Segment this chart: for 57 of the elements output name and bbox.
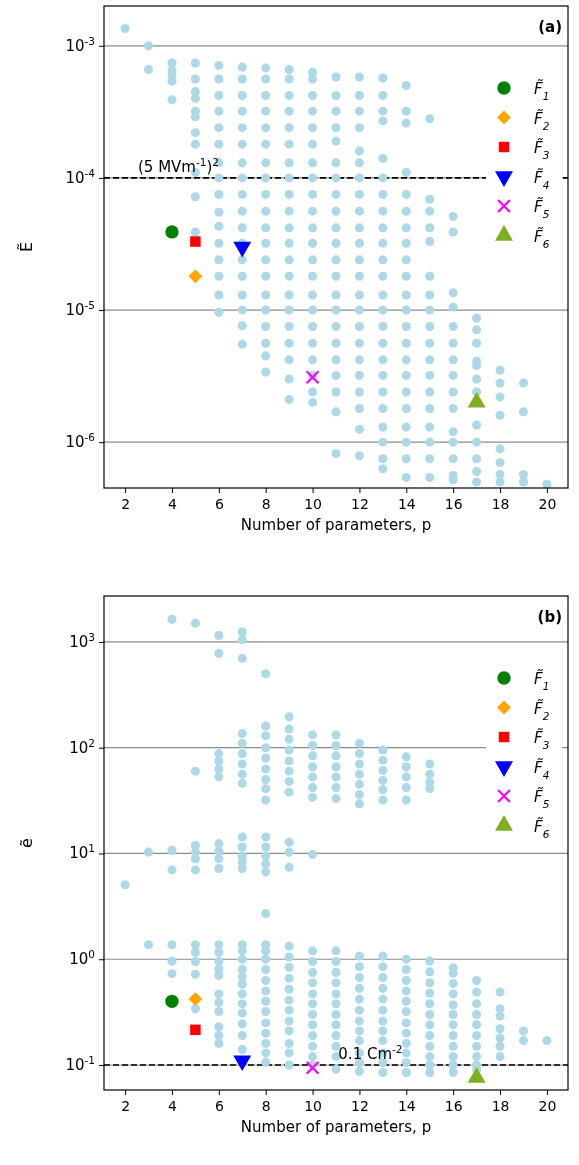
legend-label: F̃$_{3}$ — [534, 138, 550, 161]
legend-label: F̃$_{5}$ — [534, 197, 550, 220]
x-tick-label: 8 — [261, 495, 271, 512]
legend-label: F̃$_{6}$ — [534, 816, 550, 840]
point — [165, 994, 179, 1008]
legend-label: F̃$_{4}$ — [534, 757, 550, 781]
x-tick-label: 12 — [351, 495, 369, 512]
y-tick-label: 10$^{0}$ — [69, 948, 95, 969]
legend-label: F̃$_{4}$ — [534, 167, 550, 191]
y-tick-label: 10$^{-4}$ — [65, 166, 96, 187]
x-tick-label: 20 — [538, 1097, 557, 1114]
legend-label: F̃$_{5}$ — [534, 787, 550, 810]
y-tick-label: 10$^{1}$ — [69, 842, 95, 863]
x-axis-title: Number of parameters, p — [240, 516, 432, 534]
y-axis-title: ẽ — [17, 838, 36, 848]
text: (b) — [537, 608, 562, 626]
x-tick-label: 18 — [491, 1097, 510, 1114]
point — [190, 236, 201, 247]
x-tick-label: 16 — [444, 495, 463, 512]
y-tick-label: 10$^{2}$ — [69, 736, 95, 757]
legend-label: F̃$_{3}$ — [534, 728, 550, 751]
x-axis-title: Number of parameters, p — [240, 1118, 432, 1136]
legend-label: F̃$_{1}$ — [534, 669, 550, 692]
x-tick-label: 4 — [168, 1097, 177, 1114]
x-tick-label: 8 — [261, 1097, 271, 1114]
point — [305, 1060, 320, 1075]
legend-label: F̃$_{2}$ — [534, 108, 550, 132]
point — [190, 1024, 201, 1036]
point — [305, 370, 320, 385]
y-tick-label: 10$^{-1}$ — [65, 1053, 95, 1074]
legend-label: F̃$_{1}$ — [534, 79, 550, 102]
x-tick-label: 2 — [121, 495, 131, 512]
y-tick-label: 10$^{-5}$ — [65, 299, 95, 320]
x-tick-label: 6 — [214, 1097, 224, 1114]
point — [165, 225, 179, 239]
y-tick-label: 10$^{-6}$ — [65, 431, 96, 452]
x-tick-label: 10 — [304, 1097, 322, 1114]
x-tick-label: 10 — [304, 495, 322, 512]
y-tick-label: 10$^{3}$ — [69, 630, 95, 651]
ref-line-label: (5 MVm$^{-1}$)$^{2}$ — [138, 155, 220, 176]
x-tick-label: 14 — [397, 495, 416, 512]
x-tick-label: 20 — [538, 495, 557, 512]
x-tick-label: 14 — [397, 1097, 416, 1114]
x-tick-label: 6 — [214, 495, 224, 512]
x-tick-label: 12 — [351, 1097, 369, 1114]
x-tick-label: 18 — [491, 495, 510, 512]
x-tick-label: 4 — [168, 495, 177, 512]
point — [188, 269, 203, 284]
y-tick-label: 10$^{-3}$ — [65, 34, 95, 55]
x-tick-label: 2 — [121, 1097, 131, 1114]
ref-line-label: 0.1 Cm$^{-2}$ — [338, 1042, 403, 1063]
point — [188, 992, 203, 1006]
text: (a) — [538, 18, 562, 36]
legend-label: F̃$_{6}$ — [534, 226, 550, 250]
y-axis-title: Ẽ — [17, 241, 36, 253]
legend-label: F̃$_{2}$ — [534, 698, 550, 722]
x-tick-label: 16 — [444, 1097, 463, 1114]
